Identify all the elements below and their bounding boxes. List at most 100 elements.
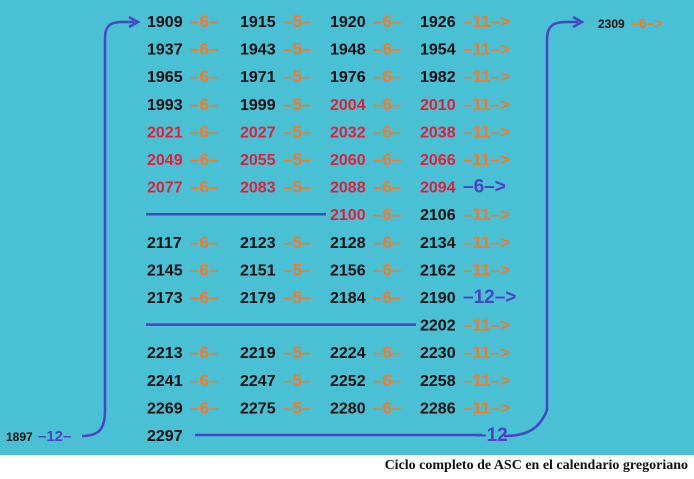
gap-marker-text: –6– [373,260,401,279]
gap-marker: –5– [283,343,311,362]
gap-marker-text: –6– [190,260,218,279]
gap-marker-text: –5– [283,40,311,59]
gap-marker-text: –6– [373,150,401,169]
gap-marker-text: –6– [373,12,401,31]
year-label: 2027 [240,124,276,141]
end-label: 2309 –6–> [598,15,663,31]
gap-marker-text: –6– [373,95,401,114]
gap-marker: –6– [373,150,401,169]
loop-start-line [81,20,134,438]
year-label: 2083 [240,180,276,197]
year-rows: 1909 –6– 1915 –5– 1920 –6– 1926 –11–> 1937 –6– 194… [146,12,518,446]
gap-marker: –11–> [463,12,510,31]
gap-marker: –5– [283,95,311,114]
year-row: 2297 –12– [147,425,518,446]
gap-marker: –6– [190,398,218,417]
year-row: 2241 –6– 2247 –5– 2252 –6– 2258 –11–> [147,371,510,390]
gap-marker: –6– [190,178,218,197]
year-label: 2156 [330,262,366,279]
year-label: 2173 [147,290,183,307]
gap-marker: –6– [373,205,401,224]
year-label: 2280 [330,400,366,417]
gap-marker: –5– [283,371,311,390]
year-label: 2117 [147,235,182,252]
gap-marker-text: –6– [373,67,401,86]
gap-marker-text: –6– [190,40,218,59]
loop-end-arrowhead [572,15,585,29]
gap-marker: –6– [373,233,401,252]
gap-marker: –5– [283,150,311,169]
gap-marker: –12– [476,425,518,446]
year-row: 2077 –6– 2083 –5– 2088 –6– 2094 –6–> [147,177,506,198]
year-label: 2230 [420,345,456,362]
year-label: 1943 [240,42,276,59]
gap-marker-text: –5– [283,178,311,197]
year-row: 1909 –6– 1915 –5– 1920 –6– 1926 –11–> [147,12,510,31]
gap-marker: –6– [373,288,401,307]
year-label: 1954 [420,42,456,59]
gap-marker-text: –6– [373,40,401,59]
year-row: 2145 –6– 2151 –5– 2156 –6– 2162 –11–> [147,260,510,279]
year-label: 2021 [147,124,183,141]
year-label: 2258 [420,373,456,390]
gap-marker: –6– [373,178,401,197]
gap-marker: –11–> [463,40,510,59]
gap-marker: –5– [283,12,311,31]
year-label: 2128 [330,235,366,252]
year-label: 2297 [147,428,183,445]
gap-marker-text: –11–> [463,67,510,86]
gap-marker: –6– [373,122,401,141]
year-label: 2162 [420,262,456,279]
gap-marker: –11–> [463,233,510,252]
year-row: 1965 –6– 1971 –5– 1976 –6– 1982 –11–> [147,67,510,86]
year-row: 2202 –11–> [146,316,510,335]
year-label: 2123 [240,235,276,252]
year-label: 2219 [240,345,276,362]
year-row: 2269 –6– 2275 –5– 2280 –6– 2286 –11–> [147,398,510,417]
figure-caption: Ciclo completo de ASC en el calendario g… [384,458,688,473]
year-label: 2100 [330,207,366,224]
year-label: 2049 [147,152,183,169]
gap-marker: –11–> [463,260,510,279]
end-year: 2309 [598,17,625,31]
year-row: 2213 –6– 2219 –5– 2224 –6– 2230 –11–> [147,343,510,362]
year-label: 2032 [330,124,366,141]
year-label: 1948 [330,42,366,59]
loop-connectors [81,15,585,438]
year-row: 2100 –6– 2106 –11–> [146,205,510,224]
gap-marker-text: –11–> [463,122,510,141]
gap-marker-text: –11–> [463,398,510,417]
year-label: 2202 [420,318,456,335]
gap-marker-text: –6– [190,178,218,197]
gap-marker-text: –5– [283,95,311,114]
loop-start-arrowhead [128,15,141,29]
gap-marker-text: –6– [190,67,218,86]
year-label: 2088 [330,180,366,197]
year-label: 2184 [330,290,366,307]
year-label: 2247 [240,373,276,390]
year-label: 2286 [420,400,456,417]
gap-marker: –6– [373,343,401,362]
gap-marker-text: –11–> [463,95,510,114]
year-row: 2021 –6– 2027 –5– 2032 –6– 2038 –11–> [147,122,510,141]
gap-marker: –5– [283,260,311,279]
gap-marker-text: –5– [283,122,311,141]
gap-marker: –11–> [463,122,510,141]
gap-marker: –6– [373,260,401,279]
year-label: 1909 [147,14,183,31]
gap-marker-text: –6– [373,178,401,197]
year-label: 2094 [420,180,456,197]
year-label: 1999 [240,97,276,114]
gap-marker: –6– [190,260,218,279]
gap-marker: –6– [190,40,218,59]
year-label: 2213 [147,345,183,362]
year-label: 1937 [147,42,183,59]
gap-marker: –6– [190,288,218,307]
gap-marker-text: –6– [190,233,218,252]
gap-marker: –5– [283,67,311,86]
gap-marker-text: –5– [283,343,311,362]
gap-marker-text: –5– [283,12,311,31]
gap-marker: –11–> [463,95,510,114]
gap-marker-text: –6– [373,122,401,141]
gap-marker-text: –5– [283,150,311,169]
